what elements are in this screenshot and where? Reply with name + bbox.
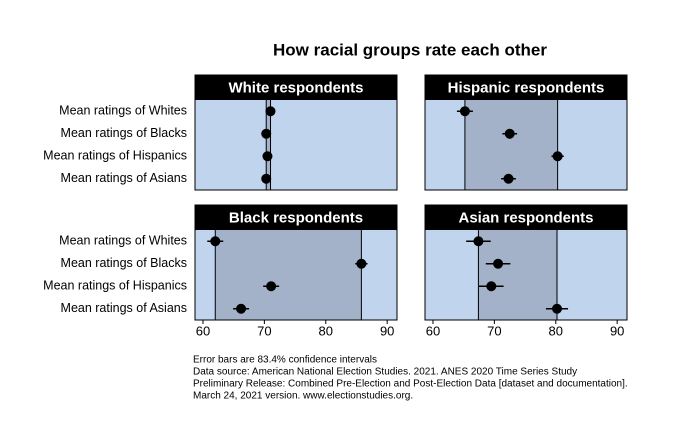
panel-header xyxy=(195,75,397,100)
dot xyxy=(473,236,484,247)
dot xyxy=(552,151,563,162)
dot xyxy=(261,173,272,184)
footnote: Preliminary Release: Combined Pre-Electi… xyxy=(193,379,628,390)
panel-title: Asian respondents xyxy=(458,209,593,226)
panel-title: Hispanic respondents xyxy=(448,79,605,96)
footnote: March 24, 2021 version. www.electionstud… xyxy=(193,391,413,402)
dot xyxy=(459,106,470,117)
panel-title: Black respondents xyxy=(229,209,363,226)
x-tick-label: 90 xyxy=(610,323,624,338)
y-tick-label: Mean ratings of Whites xyxy=(59,234,187,248)
x-tick-label: 60 xyxy=(426,323,440,338)
dot xyxy=(210,236,221,247)
y-tick-label: Mean ratings of Blacks xyxy=(61,256,187,270)
dot xyxy=(356,258,367,269)
chart-title: How racial groups rate each other xyxy=(273,40,547,59)
panel-title: White respondents xyxy=(228,79,363,96)
dot xyxy=(262,151,273,162)
panel-frame xyxy=(424,74,628,191)
range-band xyxy=(478,230,558,320)
x-tick-label: 90 xyxy=(380,323,394,338)
y-tick-label: Mean ratings of Blacks xyxy=(61,126,187,140)
dot xyxy=(236,303,247,314)
dot xyxy=(493,258,504,269)
y-tick-label: Mean ratings of Hispanics xyxy=(43,149,187,163)
footnote: Error bars are 83.4% confidence interval… xyxy=(193,355,377,366)
y-tick-label: Mean ratings of Whites xyxy=(59,104,187,118)
x-tick-label: 80 xyxy=(319,323,333,338)
panel-frame xyxy=(424,204,628,321)
footnote: Data source: American National Election … xyxy=(193,367,577,378)
y-tick-label: Mean ratings of Hispanics xyxy=(43,279,187,293)
y-tick-label: Mean ratings of Asians xyxy=(61,171,187,185)
panel-header xyxy=(425,205,627,230)
y-tick-label: Mean ratings of Asians xyxy=(61,301,187,315)
x-tick-label: 70 xyxy=(487,323,501,338)
x-tick-label: 60 xyxy=(196,323,210,338)
x-tick-label: 70 xyxy=(257,323,271,338)
panel-frame xyxy=(194,74,398,191)
dot xyxy=(552,303,563,314)
panel-header xyxy=(195,205,397,230)
x-tick-label: 80 xyxy=(549,323,563,338)
panel-header xyxy=(425,75,627,100)
panel-frame xyxy=(194,204,398,321)
range-band xyxy=(266,100,271,190)
dot xyxy=(504,128,515,139)
dot xyxy=(261,128,272,139)
dot xyxy=(486,281,497,292)
dot xyxy=(266,281,277,292)
dot xyxy=(503,173,514,184)
dot xyxy=(265,106,276,117)
